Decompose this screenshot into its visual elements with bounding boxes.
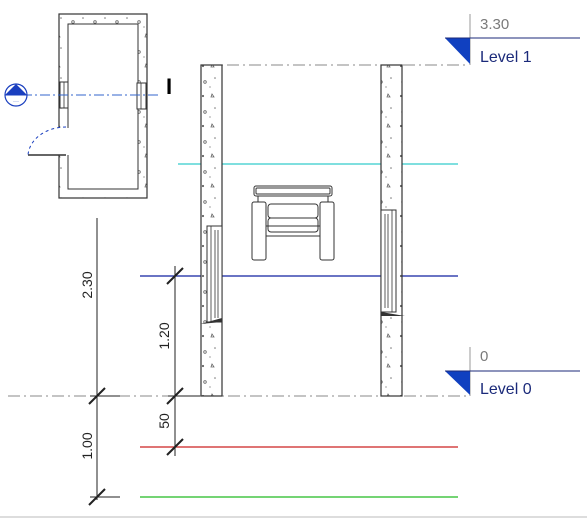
section-head-icon[interactable]: ··· xyxy=(4,83,28,107)
window-icon[interactable] xyxy=(200,225,223,324)
plan-view[interactable]: ··· I xyxy=(4,13,172,199)
svg-text:···: ··· xyxy=(13,99,19,105)
level-1-name: Level 1 xyxy=(480,49,532,66)
level-head-icon xyxy=(445,38,470,64)
level-line-0[interactable]: 0 Level 0 xyxy=(8,347,580,398)
level-head-icon xyxy=(445,371,470,395)
level-0-elevation: 0 xyxy=(480,348,488,365)
door-swing-icon xyxy=(27,126,67,156)
window-icon[interactable] xyxy=(380,209,405,316)
plan-room-interior xyxy=(67,23,139,190)
level-0-name: Level 0 xyxy=(480,381,532,398)
plan-window-right xyxy=(136,82,147,110)
level-line-1[interactable]: 3.30 Level 1 xyxy=(205,14,580,66)
section-marker-label: I xyxy=(166,74,172,99)
dimension-lower-label: 1.00 xyxy=(79,432,95,459)
level-1-elevation: 3.30 xyxy=(480,16,509,33)
furniture-icon[interactable] xyxy=(251,185,335,261)
dimension-overall-label: 2.30 xyxy=(79,271,95,298)
dimension-overall[interactable] xyxy=(88,218,120,506)
dimension-window-height-label: 1.20 xyxy=(156,322,172,349)
dimension-sill-offset-label: 50 xyxy=(156,413,172,429)
dimension-window[interactable] xyxy=(166,266,200,456)
plan-door-opening xyxy=(56,128,69,155)
